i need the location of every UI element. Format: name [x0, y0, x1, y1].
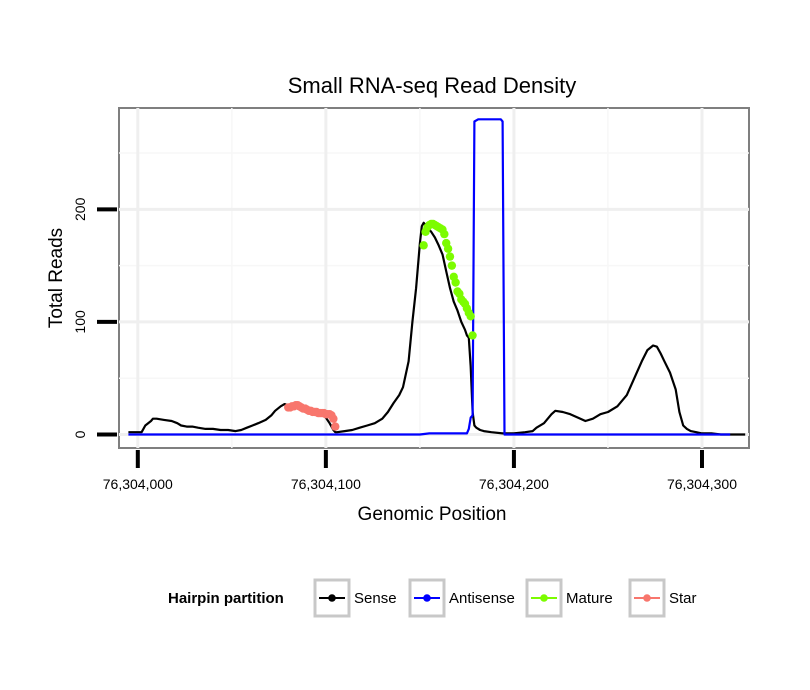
- series-layer: [128, 118, 746, 436]
- legend: Hairpin partition Sense Antisense Mature St…: [168, 578, 697, 618]
- x-axis-title: Genomic Position: [358, 504, 507, 525]
- legend-label-antisense: Antisense: [449, 590, 515, 607]
- legend-key-point: [540, 594, 548, 602]
- data-point-mature: [451, 278, 460, 287]
- x-tick-label: 76,304,100: [291, 476, 361, 492]
- y-axis: 0 100 200: [72, 197, 117, 438]
- legend-label-star: Star: [669, 590, 697, 607]
- legend-label-sense: Sense: [354, 590, 397, 607]
- plot-panel: [118, 107, 750, 449]
- x-tick-label: 76,304,300: [667, 476, 737, 492]
- legend-key-point: [643, 594, 651, 602]
- y-tick-label: 200: [72, 197, 88, 221]
- data-point-mature: [466, 312, 475, 321]
- legend-key-point: [423, 594, 431, 602]
- y-tick-label: 100: [72, 310, 88, 334]
- y-tick-label: 0: [72, 430, 88, 438]
- y-axis-title: Total Reads: [46, 228, 67, 328]
- data-point-mature: [443, 244, 453, 253]
- legend-label-mature: Mature: [566, 590, 613, 607]
- data-point-star: [331, 422, 340, 431]
- data-point-mature: [445, 252, 455, 261]
- data-point-mature: [468, 331, 477, 340]
- x-axis: 76,304,000 76,304,100 76,304,200 76,304,300: [103, 450, 737, 492]
- legend-title: Hairpin partition: [168, 590, 284, 607]
- x-tick-label: 76,304,200: [479, 476, 549, 492]
- data-point-mature: [419, 241, 428, 250]
- data-point-mature: [447, 261, 457, 270]
- data-point-mature: [440, 229, 449, 239]
- chart-title: Small RNA-seq Read Density: [288, 73, 577, 98]
- legend-key-point: [328, 594, 336, 602]
- x-tick-label: 76,304,000: [103, 476, 173, 492]
- data-point-star: [329, 414, 338, 423]
- series-line-antisense: [128, 118, 731, 436]
